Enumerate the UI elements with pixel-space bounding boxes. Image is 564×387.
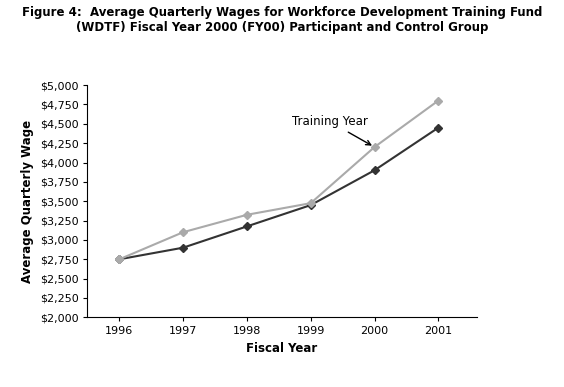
WDTF FY00 Participant (244, 212, 250, 217)
WDTF FY00 Control (116, 257, 123, 262)
Line: WDTF FY00 Control: WDTF FY00 Control (117, 125, 441, 262)
WDTF FY00 Participant (435, 98, 442, 103)
WDTF FY00 Control (435, 125, 442, 130)
Text: Training Year: Training Year (292, 115, 371, 145)
X-axis label: Fiscal Year: Fiscal Year (246, 342, 318, 355)
Line: WDTF FY00 Participant: WDTF FY00 Participant (117, 98, 441, 262)
WDTF FY00 Control (371, 168, 378, 173)
WDTF FY00 Control (180, 245, 187, 250)
WDTF FY00 Participant (307, 201, 314, 205)
WDTF FY00 Control (307, 203, 314, 207)
Text: Figure 4:  Average Quarterly Wages for Workforce Development Training Fund
(WDTF: Figure 4: Average Quarterly Wages for Wo… (22, 6, 542, 34)
Y-axis label: Average Quarterly Wage: Average Quarterly Wage (21, 120, 34, 283)
WDTF FY00 Participant (371, 145, 378, 149)
WDTF FY00 Control (244, 224, 250, 229)
WDTF FY00 Participant (116, 257, 123, 262)
WDTF FY00 Participant (180, 230, 187, 235)
